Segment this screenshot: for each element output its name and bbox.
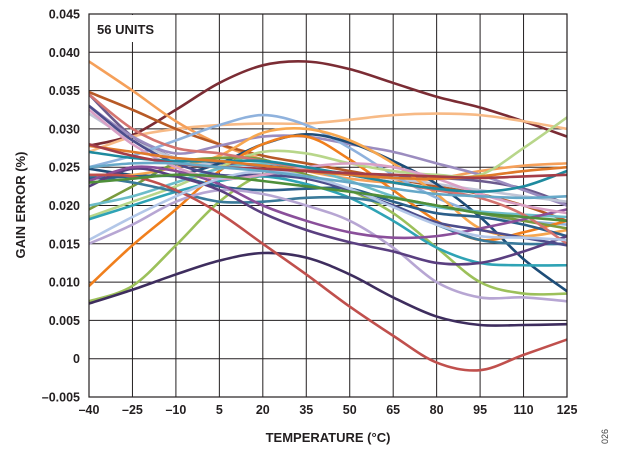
x-tick-label: 5	[216, 403, 223, 417]
y-tick-label: 0.035	[49, 84, 80, 98]
x-tick-label: 65	[386, 403, 400, 417]
data-series	[89, 60, 567, 372]
series-line-28	[89, 169, 567, 242]
series-line-22	[89, 251, 567, 327]
series-line-21	[89, 165, 567, 240]
x-tick-label: 110	[513, 403, 533, 417]
x-tick-labels: –40 –25 –10 5 20 35 50 65 80 95 110 125	[79, 403, 578, 417]
y-tick-label: 0	[73, 352, 80, 366]
x-tick-label: 80	[430, 403, 444, 417]
x-tick-label: –25	[122, 403, 143, 417]
series-line-23	[89, 173, 567, 372]
y-axis-title: GAIN ERROR (%)	[13, 152, 28, 259]
y-tick-label: 0.040	[49, 46, 80, 60]
series-line-31	[89, 161, 567, 200]
units-label-box	[90, 15, 167, 42]
x-tick-label: 20	[256, 403, 270, 417]
series-line-1	[89, 60, 567, 148]
y-tick-label: –0.005	[42, 391, 80, 405]
x-axis-title: TEMPERATURE (°C)	[266, 430, 391, 445]
x-tick-label: 125	[557, 403, 578, 417]
y-tick-label: 0.005	[49, 314, 80, 328]
x-tick-label: –10	[165, 403, 186, 417]
series-line-19	[89, 188, 567, 303]
y-tick-label: 0.030	[49, 122, 80, 136]
y-tick-label: 0.020	[49, 199, 80, 213]
series-line-2	[89, 112, 567, 154]
y-tick-label: 0.045	[49, 8, 80, 22]
figure-id: 026	[600, 429, 610, 444]
plot-frame	[88, 13, 568, 398]
x-tick-label: 95	[473, 403, 487, 417]
series-line-32	[89, 173, 567, 223]
x-tick-label: 35	[299, 403, 313, 417]
y-tick-label: 0.010	[49, 276, 80, 290]
series-line-26	[89, 108, 567, 215]
x-tick-label: –40	[79, 403, 100, 417]
series-line-17	[89, 175, 567, 246]
y-tick-label: 0.025	[49, 161, 80, 175]
x-tick-label: 50	[343, 403, 357, 417]
y-tick-labels: –0.005 0 0.005 0.010 0.015 0.020 0.025 0.030 0.0…	[42, 8, 80, 405]
y-tick-label: 0.015	[49, 237, 80, 251]
units-label: 56 UNITS	[97, 22, 154, 37]
